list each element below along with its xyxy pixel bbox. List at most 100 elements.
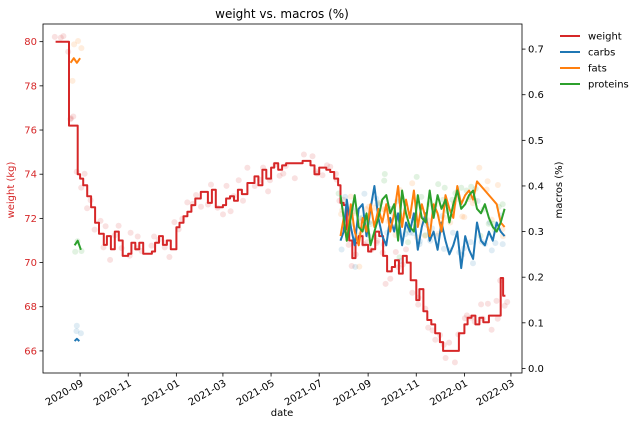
weight-scatter-point — [364, 239, 371, 246]
proteins-scatter-point — [396, 254, 403, 261]
fats-scatter-point — [484, 178, 491, 185]
weight-scatter-point — [300, 151, 307, 158]
y-left-tick-label: 66 — [24, 346, 37, 357]
weight-scatter-point — [504, 299, 511, 305]
fats-scatter-point — [71, 41, 78, 48]
carbs-scatter-point — [73, 322, 80, 329]
proteins-scatter-point — [381, 171, 388, 177]
weight-scatter-point — [348, 263, 355, 269]
weight-scatter-point — [107, 256, 114, 263]
weight-scatter-point — [220, 211, 226, 218]
weight-scatter-point — [57, 34, 64, 41]
weight-scatter-point — [60, 33, 67, 40]
weight-scatter-point — [429, 327, 436, 334]
carbs-scatter-point — [450, 229, 456, 236]
y-left-tick-label: 68 — [24, 302, 37, 313]
weight-scatter-point — [171, 219, 178, 226]
fats-scatter-point — [75, 38, 82, 44]
fats-series-line — [339, 180, 506, 247]
y-axis-right-label: macros (%) — [554, 161, 565, 218]
weight-scatter-point — [327, 163, 334, 170]
weight-scatter-point — [235, 177, 242, 184]
weight-scatter-point — [425, 324, 432, 331]
chart-title: weight vs. macros (%) — [215, 7, 349, 21]
proteins-scatter-point — [381, 177, 388, 184]
y-right-tick-label: 0.1 — [528, 318, 544, 329]
plot-frame — [42, 23, 523, 374]
fats-scatter-point — [459, 213, 466, 220]
fats-scatter-point — [69, 77, 76, 84]
weight-scatter-point — [198, 203, 204, 210]
weight-scatter-point — [244, 164, 251, 171]
proteins-scatter-point — [435, 181, 442, 188]
weight-scatter-point — [265, 188, 272, 195]
fats-scatter-point — [371, 204, 378, 211]
fats-series-line — [69, 57, 81, 64]
fats-scatter-point — [356, 263, 363, 270]
weight-scatter-point — [115, 222, 122, 229]
weight-scatter-point — [280, 170, 287, 177]
weight-scatter-point — [227, 208, 234, 215]
weight-scatter-point — [484, 300, 491, 307]
carbs-scatter-point — [342, 193, 349, 200]
weight-scatter-point — [382, 280, 389, 287]
weight-scatter-point — [415, 301, 422, 308]
carbs-scatter-point — [77, 330, 84, 337]
y-right-tick-label: 0.2 — [528, 273, 544, 284]
y-right-tick-label: 0.0 — [528, 364, 544, 375]
x-axis-label: date — [271, 408, 294, 419]
y-left-tick-label: 80 — [24, 37, 37, 48]
carbs-scatter-point — [338, 246, 345, 253]
y-right-tick-label: 0.3 — [528, 227, 544, 238]
carbs-scatter-point — [488, 247, 495, 254]
proteins-scatter-point — [405, 239, 411, 246]
weight-scatter-point — [501, 302, 508, 309]
carbs-scatter-point — [73, 328, 80, 335]
weight-scatter-point — [127, 229, 134, 236]
proteins-scatter-point — [499, 201, 506, 208]
weight-scatter-point — [134, 233, 141, 240]
weight-scatter-point — [276, 172, 283, 179]
proteins-scatter-point — [413, 173, 420, 180]
weight-scatter-point — [403, 246, 409, 253]
proteins-scatter-point — [468, 183, 475, 190]
proteins-scatter-point — [458, 184, 465, 191]
y-left-tick-label: 72 — [24, 214, 37, 225]
carbs-scatter-point — [361, 190, 368, 197]
legend-label-proteins: proteins — [588, 80, 629, 91]
weight-scatter-point — [240, 197, 246, 204]
carbs-series-line — [73, 337, 80, 342]
carbs-scatter-point — [470, 260, 476, 267]
weight-scatter-point — [166, 254, 173, 260]
y-axis-left-label: weight (kg) — [6, 161, 17, 218]
weight-scatter-point — [151, 233, 158, 240]
weight-scatter-point — [461, 315, 468, 322]
y-left-tick-label: 76 — [24, 126, 37, 137]
weight-scatter-point — [193, 192, 200, 198]
weight-scatter-point — [148, 242, 155, 249]
series-lines-layer — [55, 40, 506, 352]
weight-scatter-point — [442, 355, 449, 361]
fats-scatter-point — [461, 214, 468, 221]
weight-scatter-point — [478, 301, 485, 308]
weight-scatter-point — [345, 241, 352, 248]
fats-scatter-point — [409, 180, 416, 187]
y-right-tick-label: 0.7 — [528, 45, 544, 56]
proteins-series-line — [339, 189, 506, 247]
proteins-series-line — [73, 239, 82, 251]
weight-scatter-point — [51, 33, 58, 40]
carbs-scatter-point — [440, 245, 447, 252]
weight-scatter-point — [291, 175, 298, 182]
proteins-scatter-point — [441, 184, 448, 191]
weight-scatter-point — [91, 226, 98, 233]
proteins-scatter-point — [418, 193, 425, 200]
y-right-tick-label: 0.6 — [528, 90, 544, 101]
weight-scatter-point — [251, 183, 258, 189]
y-left-tick-label: 74 — [24, 170, 37, 181]
y-right-tick-label: 0.4 — [528, 181, 544, 192]
weight-scatter-point — [319, 172, 326, 179]
weight-scatter-point — [451, 359, 458, 366]
weight-scatter-point — [102, 223, 109, 230]
